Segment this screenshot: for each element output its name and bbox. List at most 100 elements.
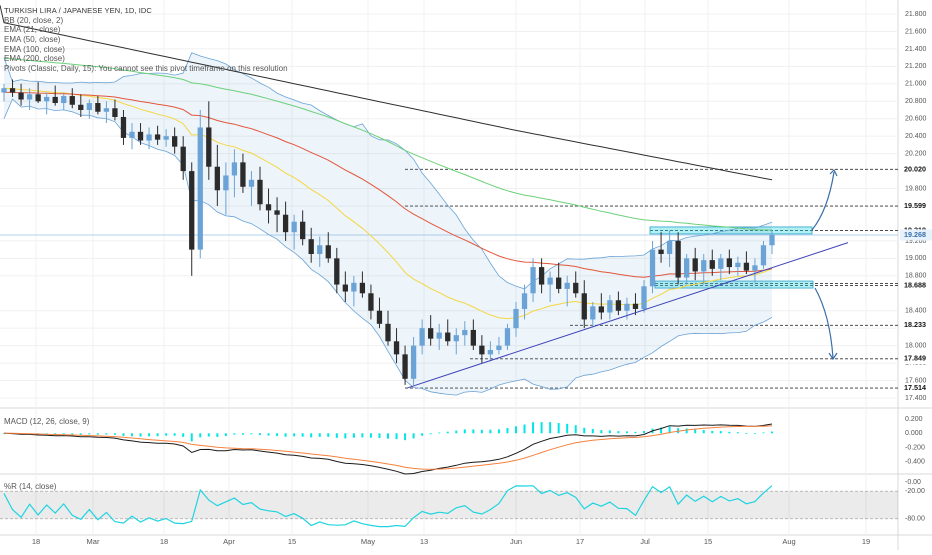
candle-body [189,171,195,250]
candle [752,258,758,283]
candle-body [129,131,135,138]
macd-histogram-bar [685,428,688,434]
candle [103,101,110,124]
candle [590,302,596,327]
candle-body [573,282,579,294]
candle-body [368,293,374,311]
macd-histogram-bar [753,433,756,435]
candle [240,153,246,193]
candle-body [385,323,391,342]
candle [214,144,220,206]
macd-tick-label: -0.200 [905,444,925,451]
candle-body [69,96,75,105]
level-price-tag: 18.233 [900,319,932,331]
price-tick-label: 21.200 [905,63,927,70]
macd-histogram-bar [412,433,415,439]
macd-histogram-bar [79,433,82,435]
candle [265,188,272,224]
level-tag-label: 19.599 [904,201,926,210]
candle-body [61,96,67,104]
level-tag-bg [900,229,932,241]
candle [607,295,613,320]
candle [206,101,212,180]
x-tick-label: 13 [420,537,428,546]
macd-histogram-bar [532,422,535,434]
level-price-tag: 17.849 [900,353,932,365]
macd-histogram-bar [600,430,603,434]
candle-body [291,221,297,233]
macd-histogram-bar [327,433,330,437]
candle-body [95,103,101,112]
macd-histogram-bar [387,433,389,439]
macd-histogram-bar [259,433,261,436]
price-tick-label: 20.800 [905,98,927,105]
macd-histogram-bar [515,426,517,434]
candle-body [564,282,570,289]
candle-body [334,258,340,285]
macd-histogram-bar [446,431,449,434]
macd-histogram-bar [96,433,99,435]
candle-body [351,282,357,292]
macd-histogram-bar [54,433,57,435]
candle-body [675,240,681,278]
candle [743,251,750,275]
candle-body [393,341,400,355]
candle-body [743,262,750,271]
macd-histogram-bar [506,428,509,434]
candle [368,284,374,320]
candle [419,319,425,355]
level-tag-bg [900,200,932,212]
candle [658,232,664,263]
x-tick-label: 15 [704,537,712,546]
price-tick-label: 18.000 [905,342,927,349]
macd-histogram-bar [771,431,773,434]
candle-body [769,234,775,246]
price-tick-label: 19.800 [905,185,927,192]
macd-histogram-bar [395,433,398,440]
candle-body [530,267,536,294]
wpr-band [0,491,898,519]
candle-body [598,306,604,313]
candle-body [1,88,7,93]
candle-body [632,303,639,309]
macd-histogram-bar [660,427,663,434]
x-tick-label: 18 [32,537,40,546]
candle-body [496,345,502,350]
candle [248,171,255,206]
candle-body [624,303,630,311]
candle-body [658,249,664,254]
candle [410,336,417,385]
macd-histogram-bar [301,433,304,437]
macd-histogram-bar [131,433,133,437]
macd-histogram-bar [702,429,705,434]
macd-histogram-bar [489,429,492,434]
macd-histogram-bar [310,433,313,438]
candle [445,319,451,346]
price-tick-label: 17.600 [905,377,927,384]
candle [581,280,587,329]
level-price-tag: 19.599 [900,200,932,212]
candle-body [718,258,724,269]
x-tick-label: Jul [640,537,650,546]
macd-histogram-bar [88,433,91,435]
bearish-arrow [814,287,834,359]
macd-line [3,423,773,475]
candle [632,293,639,316]
candle [675,232,681,285]
candle [513,302,519,337]
macd-histogram-bar [549,422,552,434]
macd-histogram-bar [190,433,193,442]
candle-body [615,300,622,311]
candle-body [206,127,212,167]
trendline [406,242,849,389]
level-tag-bg [900,280,932,292]
candle-body [726,258,732,268]
level-tag-label: 19.268 [904,230,926,239]
candle-body [538,267,545,285]
macd-histogram-bar [728,431,731,434]
candle-body [402,354,408,379]
candle [718,254,724,281]
macd-histogram-bar [634,431,637,434]
